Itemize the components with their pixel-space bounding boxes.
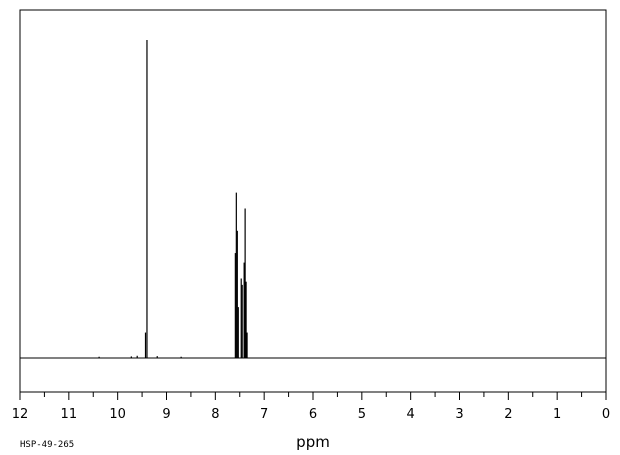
plot-frame xyxy=(19,9,607,393)
x-axis-label: ppm xyxy=(296,433,330,451)
x-tick-label: 2 xyxy=(504,407,512,422)
x-tick-label: 3 xyxy=(455,407,463,422)
x-tick-label: 7 xyxy=(260,407,268,422)
x-tick-label: 11 xyxy=(61,407,78,422)
x-tick-label: 10 xyxy=(109,407,126,422)
x-tick-label: 8 xyxy=(211,407,219,422)
x-tick-label: 9 xyxy=(162,407,170,422)
spectrum-peaks xyxy=(98,40,248,358)
x-tick-label: 5 xyxy=(358,407,366,422)
x-tick-label: 4 xyxy=(407,407,415,422)
x-tick-label: 12 xyxy=(12,407,29,422)
x-tick-label: 0 xyxy=(602,407,610,422)
x-axis-ticks: 12 11 10 9 8 7 6 5 4 3 2 1 0 xyxy=(12,392,610,422)
spectrum-code: HSP-49-265 xyxy=(20,440,74,450)
x-tick-label: 6 xyxy=(309,407,317,422)
x-tick-label: 1 xyxy=(553,407,561,422)
